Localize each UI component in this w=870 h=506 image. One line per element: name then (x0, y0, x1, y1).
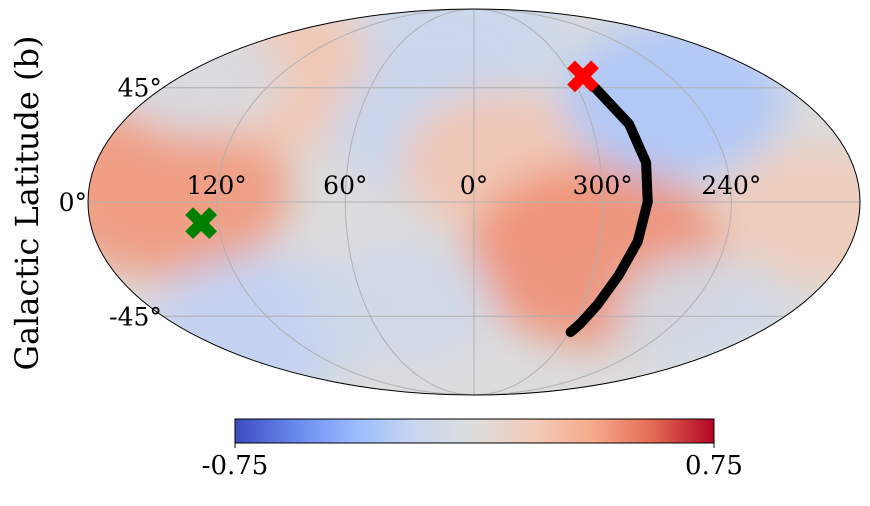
y-axis-label: Galactic Latitude (b) (8, 36, 46, 371)
track (565, 82, 653, 338)
colorbar-gradient (234, 418, 715, 444)
lon-tick-label-120: 120° (187, 171, 247, 200)
green-x-marker (185, 207, 218, 240)
field-anomaly-7 (560, 20, 787, 179)
lon-tick-label-300: 300° (573, 171, 633, 200)
field-anomaly-8 (716, 145, 860, 285)
colorbar-min-label: -0.75 (202, 451, 269, 481)
lat-tick-label-0: 0° (59, 188, 87, 217)
track-line (565, 82, 653, 338)
colorbar: -0.75 0.75 (202, 418, 743, 481)
lat-tick-label-45: 45° (118, 74, 162, 103)
graticule (88, 9, 860, 395)
red-x-marker (567, 60, 599, 93)
map-border (87, 8, 861, 396)
meridian-60 (344, 9, 475, 395)
sky-field (88, 9, 860, 395)
lon-tick-label-0: 0° (460, 171, 488, 200)
meridian-120 (216, 9, 475, 395)
field-anomaly-9 (308, 239, 495, 370)
markers (185, 60, 599, 240)
colorbar-max-label: 0.75 (685, 451, 743, 481)
lat-tick-label-neg45: -45° (109, 302, 162, 331)
field-anomalies (88, 9, 860, 395)
lon-tick-label-240: 240° (701, 171, 761, 200)
lon-tick-label-60: 60° (323, 171, 367, 200)
tick-labels: 120° 60° 0° 300° 240° 45° 0° -45° (59, 74, 762, 332)
field-anomaly-4 (363, 9, 563, 106)
meridian-300 (473, 9, 604, 395)
meridian-240 (473, 9, 732, 395)
